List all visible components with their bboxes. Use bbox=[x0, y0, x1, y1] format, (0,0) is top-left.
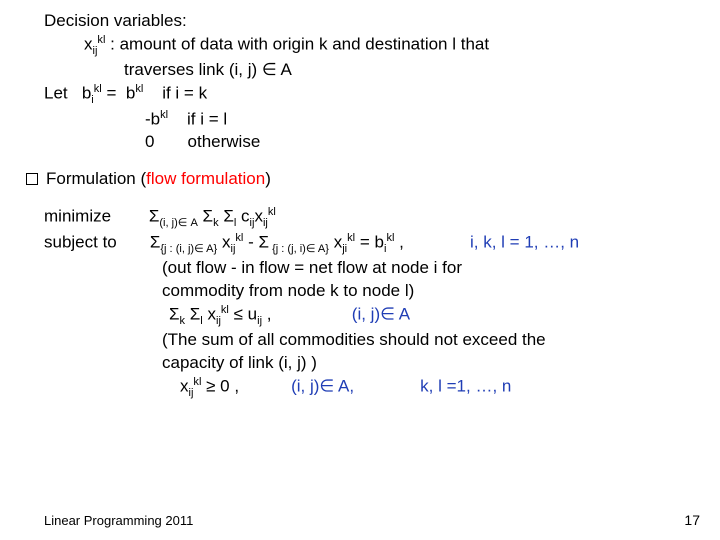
decision-let3: 0 otherwise bbox=[44, 131, 690, 154]
bullet-icon bbox=[26, 173, 38, 185]
cons2-line: Σk Σl xijkl ≤ uij , (i, j)∈ A bbox=[44, 303, 690, 329]
explain3: (The sum of all commodities should not e… bbox=[44, 329, 690, 352]
subject-line: subject to Σ{j : (i, j)∈ A} xijkl - Σ {j… bbox=[44, 231, 690, 257]
cons3-line: xijkl ≥ 0 , (i, j)∈ A, k, l =1, …, n bbox=[44, 375, 690, 401]
formulation-heading: Formulation (flow formulation) bbox=[26, 168, 690, 191]
decision-let1: Let bikl = bkl if i = k bbox=[44, 82, 690, 108]
slide-content: Decision variables: xijkl : amount of da… bbox=[0, 0, 720, 411]
decision-xdef: xijkl : amount of data with origin k and… bbox=[44, 33, 690, 59]
minimize-line: minimize Σ(i, j)∈ A Σk Σl cijxijkl bbox=[44, 205, 690, 231]
explain2: commodity from node k to node l) bbox=[44, 280, 690, 303]
explain4: capacity of link (i, j) ) bbox=[44, 352, 690, 375]
footer-right: 17 bbox=[684, 512, 700, 528]
footer-left: Linear Programming 2011 bbox=[44, 513, 193, 528]
decision-title: Decision variables: bbox=[44, 10, 690, 33]
decision-let2: -bkl if i = l bbox=[44, 108, 690, 132]
explain1: (out flow - in flow = net flow at node i… bbox=[44, 257, 690, 280]
decision-traverses: traverses link (i, j) ∈ A bbox=[44, 59, 690, 82]
